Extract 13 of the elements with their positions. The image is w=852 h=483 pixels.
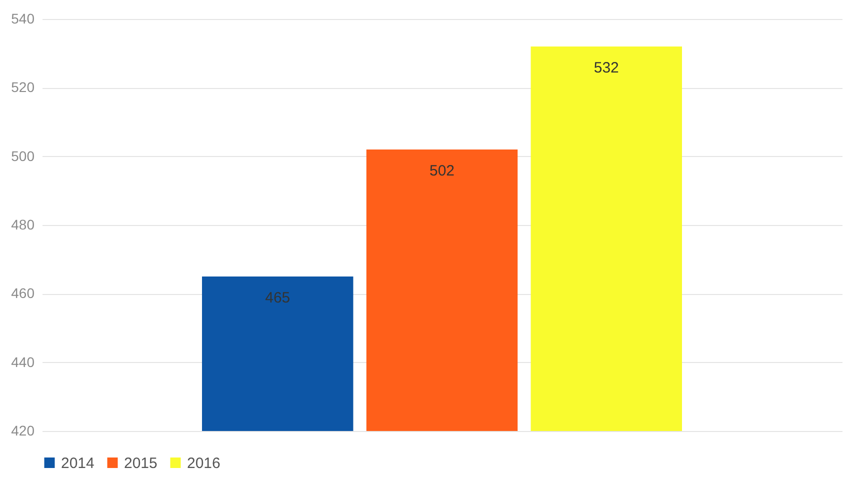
data-label: 465 [265, 290, 290, 306]
y-tick-label: 420 [11, 422, 35, 438]
legend-label: 2016 [187, 454, 220, 472]
legend-label: 2015 [124, 454, 158, 472]
y-tick-label: 460 [11, 285, 35, 302]
y-tick-label: 540 [11, 10, 35, 26]
data-label: 502 [429, 162, 455, 180]
legend-label: 2014 [61, 454, 94, 472]
y-tick-label: 500 [11, 148, 35, 164]
y-tick-label: 520 [11, 79, 35, 96]
y-tick-label: 440 [11, 354, 35, 370]
data-label: 532 [594, 59, 619, 76]
y-tick-label: 480 [11, 216, 35, 232]
